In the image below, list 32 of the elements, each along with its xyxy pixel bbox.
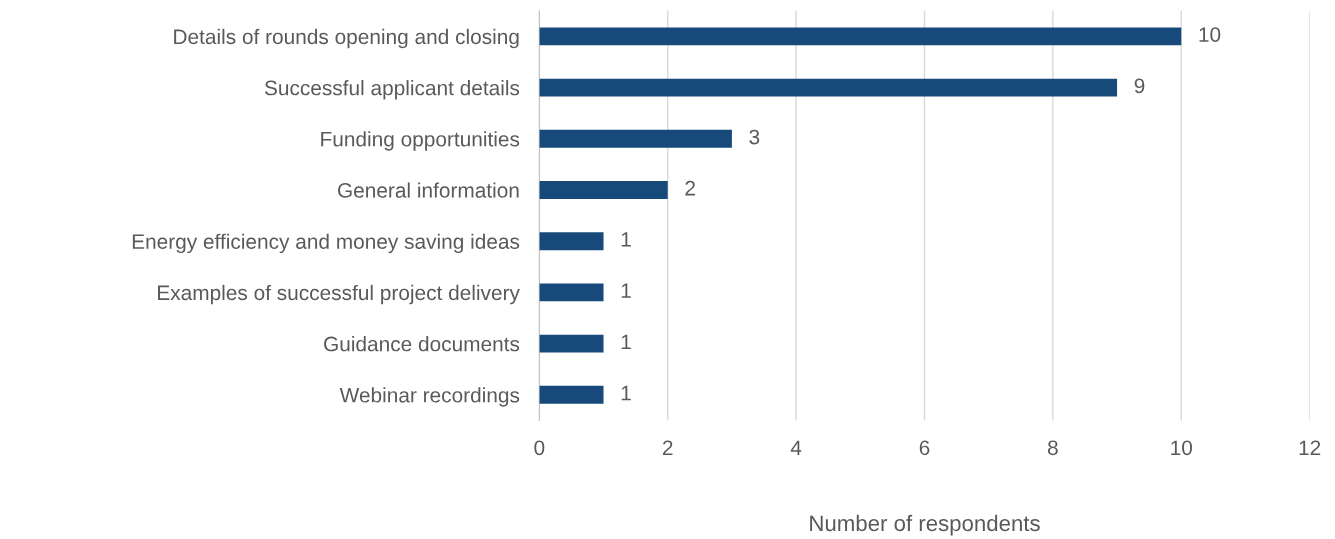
bar xyxy=(539,283,604,302)
y-tick-label: Funding opportunities xyxy=(321,131,520,151)
x-axis-title: Number of respondents xyxy=(810,514,1040,536)
data-label: 1 xyxy=(621,283,631,298)
data-label: 1 xyxy=(621,232,631,247)
y-tick-label: Details of rounds opening and closing xyxy=(174,28,519,49)
y-tick-label: Energy efficiency and money saving ideas xyxy=(132,233,520,254)
data-label: 1 xyxy=(621,385,631,401)
x-tick-label: 10 xyxy=(1171,440,1193,456)
x-tick-label: 6 xyxy=(919,440,930,456)
y-tick-label: General information xyxy=(337,182,519,198)
bar xyxy=(539,232,604,251)
data-label: 2 xyxy=(685,180,695,196)
data-label: 9 xyxy=(1134,78,1145,94)
bar xyxy=(539,129,732,148)
x-tick-label: 12 xyxy=(1299,440,1321,455)
x-tick-label: 2 xyxy=(662,440,673,455)
y-tick-label: Successful applicant details xyxy=(264,80,520,100)
data-label: 10 xyxy=(1199,27,1221,42)
bar xyxy=(539,334,604,353)
y-tick-label: Webinar recordings xyxy=(339,387,520,407)
bar xyxy=(539,27,1182,46)
bar xyxy=(539,181,668,199)
x-tick-label: 4 xyxy=(790,440,802,455)
bar xyxy=(539,78,1118,97)
y-tick-label: Guidance documents xyxy=(324,336,520,352)
bar xyxy=(539,385,604,404)
data-label: 3 xyxy=(749,129,760,145)
y-tick-label: Examples of successful project delivery xyxy=(158,284,520,305)
data-label: 1 xyxy=(621,334,631,349)
x-tick-label: 8 xyxy=(1047,440,1058,456)
x-tick-label: 0 xyxy=(534,440,545,456)
